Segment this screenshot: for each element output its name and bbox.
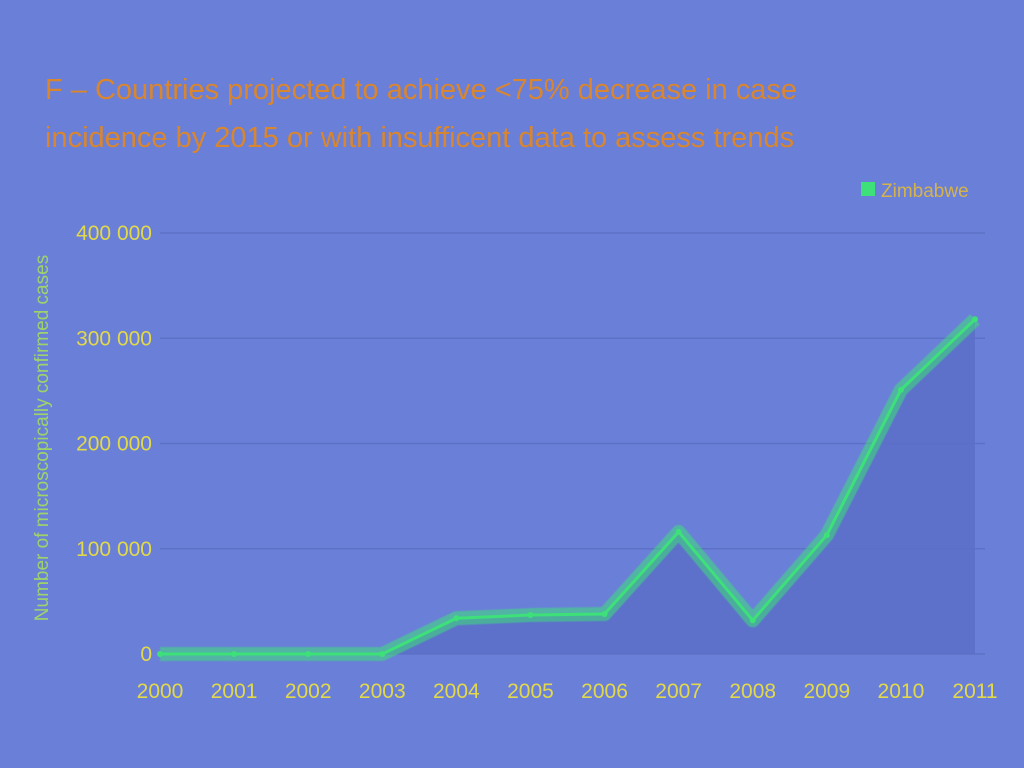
data-point — [379, 651, 386, 657]
x-tick-label: 2009 — [803, 680, 850, 703]
x-tick-label: 2001 — [211, 680, 258, 703]
legend-swatch — [861, 182, 875, 196]
x-tick-label: 2003 — [359, 680, 406, 703]
x-tick-label: 2007 — [655, 680, 702, 703]
x-tick-label: 2004 — [433, 680, 480, 703]
series-zimbabwe — [157, 314, 980, 661]
title-line-2: incidence by 2015 or with insuffi­cent d… — [45, 122, 794, 154]
x-tick-label: 2005 — [507, 680, 554, 703]
data-point — [453, 615, 460, 622]
y-axis-ticks: 0 100 000 200 000 300 000 400 000 — [76, 222, 152, 666]
y-tick-label: 300 000 — [76, 327, 152, 350]
data-point — [305, 651, 312, 657]
data-point — [601, 611, 608, 618]
x-tick-label: 2008 — [729, 680, 776, 703]
data-point — [972, 316, 978, 323]
y-tick-label: 100 000 — [76, 538, 152, 561]
data-point — [749, 617, 756, 624]
x-tick-label: 2002 — [285, 680, 332, 703]
title-line-1: F – Countries projected to achieve <75% … — [45, 74, 797, 106]
data-point — [675, 528, 682, 535]
data-point — [527, 612, 534, 619]
y-tick-label: 0 — [140, 643, 152, 666]
x-tick-label: 2010 — [878, 680, 925, 703]
x-tick-label: 2000 — [137, 680, 184, 703]
legend: Zimbabwe — [861, 181, 969, 202]
data-point — [157, 651, 163, 657]
x-tick-label: 2006 — [581, 680, 628, 703]
x-axis-ticks: 2000 2001 2002 2003 2004 2005 2006 2007 2008 2009… — [137, 680, 998, 703]
y-tick-label: 400 000 — [76, 222, 152, 245]
legend-label: Zimbabwe — [881, 181, 969, 202]
data-point — [823, 532, 830, 539]
y-tick-label: 200 000 — [76, 433, 152, 456]
data-point — [231, 651, 238, 657]
x-tick-label: 2011 — [952, 680, 997, 703]
chart-title: F – Countries projected to achieve <75% … — [45, 74, 797, 154]
series-area — [160, 319, 975, 654]
data-point — [897, 386, 904, 393]
y-axis-title: Number of microscopically confirmed case… — [32, 255, 53, 621]
series-line — [160, 318, 977, 656]
